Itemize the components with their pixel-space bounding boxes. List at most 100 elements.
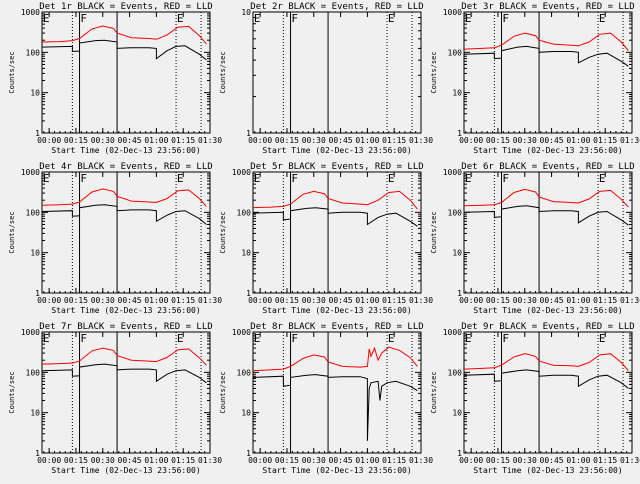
detector-panel-9: Det 9r BLACK = Events, RED = LLD 1 10 100 10… [430,322,640,475]
x-tick-label: 01:00 [355,296,379,305]
detector-panel-1: Det 1r BLACK = Events, RED = LLD 1 10 100 10… [8,2,222,155]
x-axis-label: Start Time (02-Dec-13 23:56:00) [262,146,411,155]
x-tick-label: 00:00 [459,296,483,305]
y-tick-label: 100 [237,368,252,377]
plot-frame [41,11,211,134]
detector-panel-2: Det 2r BLACK = Events, RED = LLD 1 10 00:00… [219,2,433,155]
y-tick-label: 10 [241,409,251,418]
y-tick-label: 100 [26,208,41,217]
y-axis-label: Counts/sec [219,51,227,93]
detector-panel-5: Det 5r BLACK = Events, RED = LLD 1 10 100 10… [219,162,433,315]
x-tick-label: 01:30 [198,296,222,305]
x-tick-label: 00:30 [513,136,537,145]
region-label: E [388,172,395,185]
y-tick-label: 10 [452,249,462,258]
plot-frame [41,171,211,294]
plot-frame [252,171,422,294]
y-tick-label: 10 [241,8,251,17]
region-label: F [80,172,87,185]
lld-series-line [463,32,629,52]
x-tick-label: 01:00 [144,136,168,145]
x-tick-label: 00:00 [37,456,61,465]
detector-panel-4: Det 4r BLACK = Events, RED = LLD 1 10 100 10… [8,162,222,315]
y-tick-label: 1000 [443,328,462,337]
y-tick-label: 10 [30,89,40,98]
y-axis-label: Counts/sec [430,371,438,413]
region-label: E [254,12,261,25]
y-axis-label: Counts/sec [8,371,16,413]
lld-series-line [41,25,207,45]
x-tick-label: 01:30 [620,456,640,465]
x-tick-label: 00:30 [302,296,326,305]
region-label: E [599,332,606,345]
x-tick-label: 00:45 [329,296,353,305]
events-series-line [41,363,207,384]
x-axis-label: Start Time (02-Dec-13 23:56:00) [51,306,200,315]
x-tick-label: 00:00 [459,456,483,465]
x-tick-label: 00:15 [64,296,88,305]
x-tick-label: 01:15 [593,136,617,145]
events-series-line [463,369,629,389]
region-label: E [388,12,395,25]
y-tick-label: 100 [26,368,41,377]
region-label: E [254,332,261,345]
x-tick-label: 01:00 [566,296,590,305]
y-tick-label: 100 [448,368,463,377]
y-axis-label: Counts/sec [430,51,438,93]
region-label: E [465,172,472,185]
y-tick-label: 1 [35,289,40,298]
events-series-line [463,205,629,226]
x-tick-label: 00:45 [329,136,353,145]
y-tick-label: 10 [241,249,251,258]
x-tick-label: 00:15 [275,296,299,305]
lld-series-line [463,353,629,372]
x-tick-label: 01:15 [171,136,195,145]
x-tick-label: 00:00 [459,136,483,145]
x-tick-label: 00:45 [540,456,564,465]
panel-title: Det 9r BLACK = Events, RED = LLD [461,322,634,332]
x-tick-label: 00:30 [513,456,537,465]
y-tick-label: 1000 [443,8,462,17]
y-tick-label: 10 [30,409,40,418]
y-tick-label: 1 [457,289,462,298]
x-tick-label: 00:00 [248,456,272,465]
x-tick-label: 01:30 [409,296,433,305]
lld-series-line [252,190,418,210]
x-tick-label: 00:30 [91,296,115,305]
x-tick-label: 00:15 [275,136,299,145]
x-tick-label: 01:00 [355,456,379,465]
region-label: F [502,12,509,25]
x-tick-label: 00:15 [486,136,510,145]
x-tick-label: 01:00 [566,456,590,465]
x-axis-label: Start Time (02-Dec-13 23:56:00) [51,146,200,155]
y-tick-label: 10 [452,409,462,418]
x-axis-label: Start Time (02-Dec-13 23:56:00) [262,306,411,315]
x-axis-label: Start Time (02-Dec-13 23:56:00) [473,466,622,475]
x-tick-label: 00:15 [64,136,88,145]
y-tick-label: 1 [35,449,40,458]
events-series-line [252,207,418,227]
x-tick-label: 00:00 [37,136,61,145]
y-tick-label: 1 [457,129,462,138]
x-tick-label: 00:45 [118,296,142,305]
events-series-line [252,374,418,441]
events-series-line [463,45,629,67]
region-label: E [599,172,606,185]
panel-title: Det 1r BLACK = Events, RED = LLD [39,2,212,12]
y-tick-label: 100 [448,48,463,57]
x-tick-label: 01:30 [620,136,640,145]
y-tick-label: 1000 [232,328,251,337]
panel-title: Det 7r BLACK = Events, RED = LLD [39,322,212,332]
region-label: E [177,172,184,185]
plot-frame [463,171,633,294]
x-tick-label: 00:45 [118,136,142,145]
x-tick-label: 00:45 [118,456,142,465]
x-tick-label: 01:30 [409,136,433,145]
plot-frame [463,331,633,454]
x-tick-label: 01:15 [382,296,406,305]
region-label: E [43,332,50,345]
y-tick-label: 1000 [21,328,40,337]
y-tick-label: 100 [448,208,463,217]
x-tick-label: 01:30 [620,296,640,305]
